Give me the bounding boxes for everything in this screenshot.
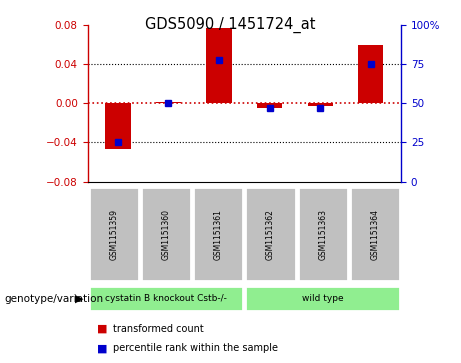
Text: transformed count: transformed count [113,323,204,334]
Text: ■: ■ [97,343,107,354]
Bar [207,28,232,103]
Bar [245,187,296,281]
Bar [245,286,400,311]
Text: GSM1151359: GSM1151359 [109,209,118,260]
Text: GSM1151364: GSM1151364 [371,209,379,260]
Bar [298,187,348,281]
Bar [193,187,243,281]
Bar [350,187,400,281]
Text: wild type: wild type [302,294,343,303]
Text: GSM1151362: GSM1151362 [266,209,275,260]
Bar [156,102,181,103]
Bar [141,187,191,281]
Bar [307,103,333,106]
Bar [257,103,282,108]
Text: percentile rank within the sample: percentile rank within the sample [113,343,278,354]
Text: cystatin B knockout Cstb-/-: cystatin B knockout Cstb-/- [105,294,227,303]
Text: GSM1151360: GSM1151360 [161,209,171,260]
Text: GSM1151363: GSM1151363 [318,209,327,260]
Text: genotype/variation: genotype/variation [5,294,104,303]
Bar [89,286,243,311]
Text: ▶: ▶ [75,294,83,303]
Bar [105,103,130,149]
Text: GDS5090 / 1451724_at: GDS5090 / 1451724_at [145,16,316,33]
Text: GSM1151361: GSM1151361 [214,209,223,260]
Bar [358,45,384,103]
Bar [89,187,139,281]
Text: ■: ■ [97,323,107,334]
